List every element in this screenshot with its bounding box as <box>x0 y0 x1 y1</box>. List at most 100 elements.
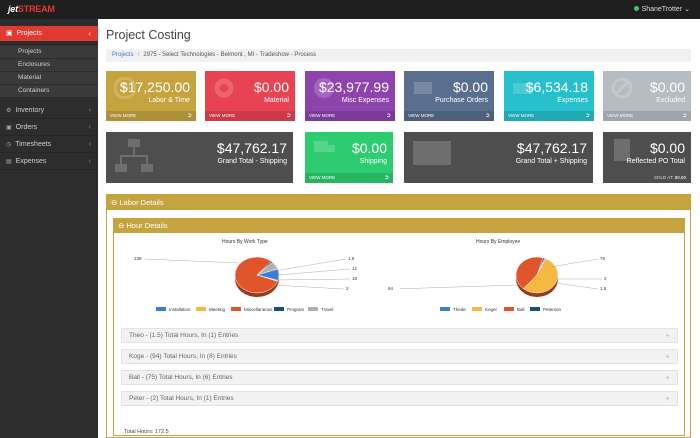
card-misc-expenses[interactable]: $23,977.99 Misc Expenses VIEW MORE ➲ <box>305 71 395 121</box>
sidebar-item-timesheets[interactable]: ◷ Timesheets ‹ <box>0 137 98 153</box>
pie-slice-travel <box>256 261 279 276</box>
breadcrumb-current: 2975 - Select Technologies - Belmont , M… <box>143 52 316 58</box>
card-amount: $6,534.18 <box>525 79 588 95</box>
user-name: ShaneTrotter <box>641 6 683 13</box>
legend-koger[interactable]: Koger <box>472 307 497 312</box>
gear-icon: ⚙ <box>6 108 12 114</box>
legend-ball[interactable]: Ball <box>504 307 525 312</box>
arrow-circle-icon: ➲ <box>285 113 291 119</box>
employee-row[interactable]: Ball - (75) Total Hours, In (6) Entries + <box>121 370 678 385</box>
data-label: 2 <box>604 276 607 281</box>
pie-chart-employee <box>400 256 602 297</box>
pie-slice-koger <box>522 258 559 294</box>
legend-peterson[interactable]: Peterson <box>530 307 561 312</box>
card-material[interactable]: $0.00 Material VIEW MORE ➲ <box>205 71 295 121</box>
view-more-link[interactable]: VIEW MORE ➲ <box>205 111 295 121</box>
expand-icon: + <box>665 394 670 403</box>
view-more-link[interactable]: VIEW MORE ➲ <box>404 111 494 121</box>
sidebar-subitem-projects[interactable]: Projects <box>0 46 98 58</box>
card-excluded[interactable]: $0.00 Excluded VIEW MORE ➲ <box>603 71 691 121</box>
data-label: 75 <box>600 256 606 261</box>
sidebar-item-inventory[interactable]: ⚙ Inventory ‹ <box>0 103 98 119</box>
online-status-icon <box>633 6 639 11</box>
legend-travel[interactable]: Travel <box>308 307 333 312</box>
dollar-icon <box>314 78 334 98</box>
employee-row[interactable]: Peter - (2) Total Hours, In (1) Entries + <box>121 391 678 406</box>
money-icon <box>513 83 533 94</box>
arrow-circle-icon: ➲ <box>584 113 590 119</box>
pie-slice-ball <box>515 256 544 290</box>
sitemap-icon <box>115 139 153 172</box>
legend-program[interactable]: Program <box>274 307 304 312</box>
card-labor-time[interactable]: $17,250.00 Labor & Time VIEW MORE ➲ <box>106 71 196 121</box>
card-label: Purchase Orders <box>435 97 488 104</box>
sidebar-subitem-enclosures[interactable]: Enclosures <box>0 59 98 71</box>
employee-row[interactable]: Theo - (1.5) Total Hours, In (1) Entries… <box>121 328 678 343</box>
card-label: Shipping <box>359 158 387 165</box>
hour-details-header[interactable]: ⊖ Hour Details <box>114 219 684 233</box>
clock-icon <box>114 77 136 99</box>
card-amount: $23,977.99 <box>318 79 389 95</box>
card-label: Labor & Time <box>148 97 190 104</box>
legend-miscellaneous[interactable]: Miscellaneous <box>231 307 273 312</box>
sidebar-subitem-material[interactable]: Material <box>0 72 98 84</box>
cart-icon <box>414 82 432 94</box>
leader-line <box>143 258 240 264</box>
app-logo[interactable]: jetSTREAM <box>8 4 55 14</box>
view-more-link[interactable]: VIEW MORE ➲ <box>504 111 594 121</box>
top-bar: jetSTREAM ShaneTrotter ⌄ <box>0 0 700 19</box>
employee-row[interactable]: Koge - (94) Total Hours, In (8) Entries + <box>121 349 678 364</box>
data-label: 18 <box>352 276 358 281</box>
leader-line <box>554 282 599 290</box>
sidebar-item-expenses[interactable]: ▤ Expenses ‹ <box>0 154 98 170</box>
chevron-down-icon: ⌄ <box>684 6 690 13</box>
credit-card-icon <box>413 141 451 165</box>
briefcase-icon: ▣ <box>6 30 13 37</box>
card-shipping[interactable]: $0.00 Shipping VIEW MORE ➲ <box>305 132 393 183</box>
legend-thede[interactable]: Thede <box>440 307 466 312</box>
data-label: 139 <box>134 256 142 261</box>
leader-line <box>276 268 351 276</box>
user-menu[interactable]: ShaneTrotter ⌄ <box>633 5 690 13</box>
collapse-icon: ⊖ <box>118 221 125 230</box>
money-icon: ▤ <box>6 159 12 165</box>
arrow-circle-icon: ➲ <box>484 113 490 119</box>
chevron-left-icon: ‹ <box>88 107 91 114</box>
sidebar-item-orders[interactable]: ▣ Orders ‹ <box>0 120 98 136</box>
card-expenses[interactable]: $6,534.18 Expenses VIEW MORE ➲ <box>504 71 594 121</box>
card-purchase-orders[interactable]: $0.00 Purchase Orders VIEW MORE ➲ <box>404 71 494 121</box>
sidebar-item-projects[interactable]: ▣ Projects ‹ <box>0 26 98 41</box>
chart-title-employee: Hours By Employee <box>476 239 521 245</box>
view-more-link[interactable]: VIEW MORE ➲ <box>603 111 691 121</box>
hour-details-panel: ⊖ Hour Details Hours By Work Type 139 1.… <box>113 218 685 436</box>
breadcrumb-link-projects[interactable]: Projects <box>112 52 134 58</box>
card-amount: $0.00 <box>253 79 289 95</box>
leader-line <box>273 258 347 272</box>
truck-icon <box>314 141 335 152</box>
labor-details-header[interactable]: ⊖ Labor Details <box>107 195 690 210</box>
view-more-link[interactable]: VIEW MORE ➲ <box>305 111 395 121</box>
card-amount: $0.00 <box>649 79 685 95</box>
view-more-link[interactable]: VIEW MORE ➲ <box>106 111 196 121</box>
breadcrumb: Projects/2975 - Select Technologies - Be… <box>106 49 691 62</box>
sidebar-subitem-containers[interactable]: Containers <box>0 85 98 97</box>
view-more-link[interactable]: VIEW MORE ➲ <box>305 173 393 183</box>
card-label: Expenses <box>557 97 588 104</box>
arrow-circle-icon: ➲ <box>681 113 687 119</box>
sidebar: ▣ Projects ‹ Projects Enclosures Material… <box>0 19 98 438</box>
chart-title-work-type: Hours By Work Type <box>222 239 268 245</box>
card-amount: $47,762.17 <box>216 140 287 156</box>
legend-meeting[interactable]: Meeting <box>196 307 225 312</box>
expand-icon: + <box>665 373 670 382</box>
card-label: Grand Total + Shipping <box>515 158 587 165</box>
data-label: 1.5 <box>600 286 607 291</box>
data-label: 2 <box>346 286 349 291</box>
expand-icon: + <box>665 352 670 361</box>
total-hours: Total Hours: 172.5 <box>124 429 169 435</box>
legend-installation[interactable]: Installation <box>156 307 191 312</box>
leader-line <box>400 284 519 290</box>
card-amount: $0.00 <box>351 140 387 156</box>
chevron-left-icon: ‹ <box>88 29 91 38</box>
collapse-icon: ⊖ <box>111 198 118 207</box>
clock-icon: ◷ <box>6 142 12 148</box>
